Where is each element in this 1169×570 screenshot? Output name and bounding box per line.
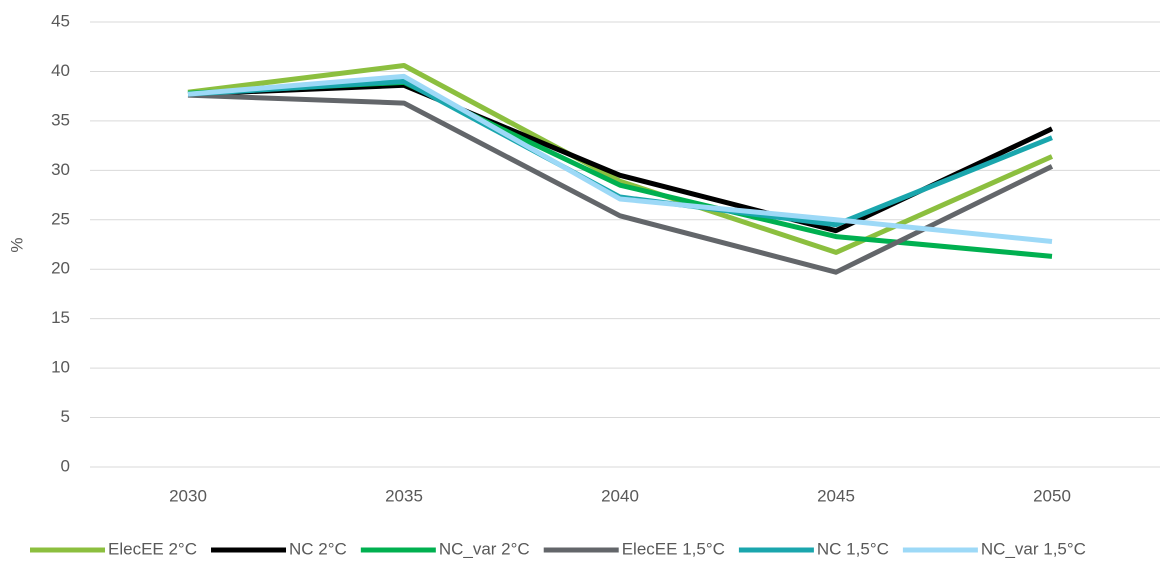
legend-label: NC 2°C <box>289 539 347 558</box>
y-tick-label: 35 <box>51 110 70 129</box>
x-tick-label: 2045 <box>817 486 855 505</box>
y-tick-label: 40 <box>51 61 70 80</box>
series-line <box>187 73 1053 245</box>
y-axis-label: % <box>7 237 26 252</box>
series-line <box>187 78 1053 228</box>
series-line <box>187 92 1054 275</box>
x-tick-label: 2040 <box>601 486 639 505</box>
y-tick-label: 0 <box>61 456 70 475</box>
y-tick-label: 30 <box>51 160 70 179</box>
series-line <box>187 82 1054 234</box>
y-tick-label: 20 <box>51 259 70 278</box>
series-line <box>187 63 1054 255</box>
legend-label: ElecEE 2°C <box>108 539 197 558</box>
y-tick-label: 25 <box>51 209 70 228</box>
x-tick-label: 2035 <box>385 486 423 505</box>
x-tick-label: 2030 <box>169 486 207 505</box>
legend-label: ElecEE 1,5°C <box>622 539 725 558</box>
x-tick-label: 2050 <box>1033 486 1071 505</box>
y-tick-label: 5 <box>61 407 70 426</box>
y-tick-label: 45 <box>51 11 70 30</box>
legend-label: NC_var 1,5°C <box>981 539 1086 558</box>
y-tick-label: 10 <box>51 358 70 377</box>
legend-label: NC 1,5°C <box>817 539 889 558</box>
y-tick-label: 15 <box>51 308 70 327</box>
legend-label: NC_var 2°C <box>439 539 530 558</box>
